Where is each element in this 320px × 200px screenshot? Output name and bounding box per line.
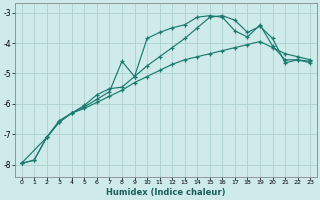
- X-axis label: Humidex (Indice chaleur): Humidex (Indice chaleur): [106, 188, 226, 197]
